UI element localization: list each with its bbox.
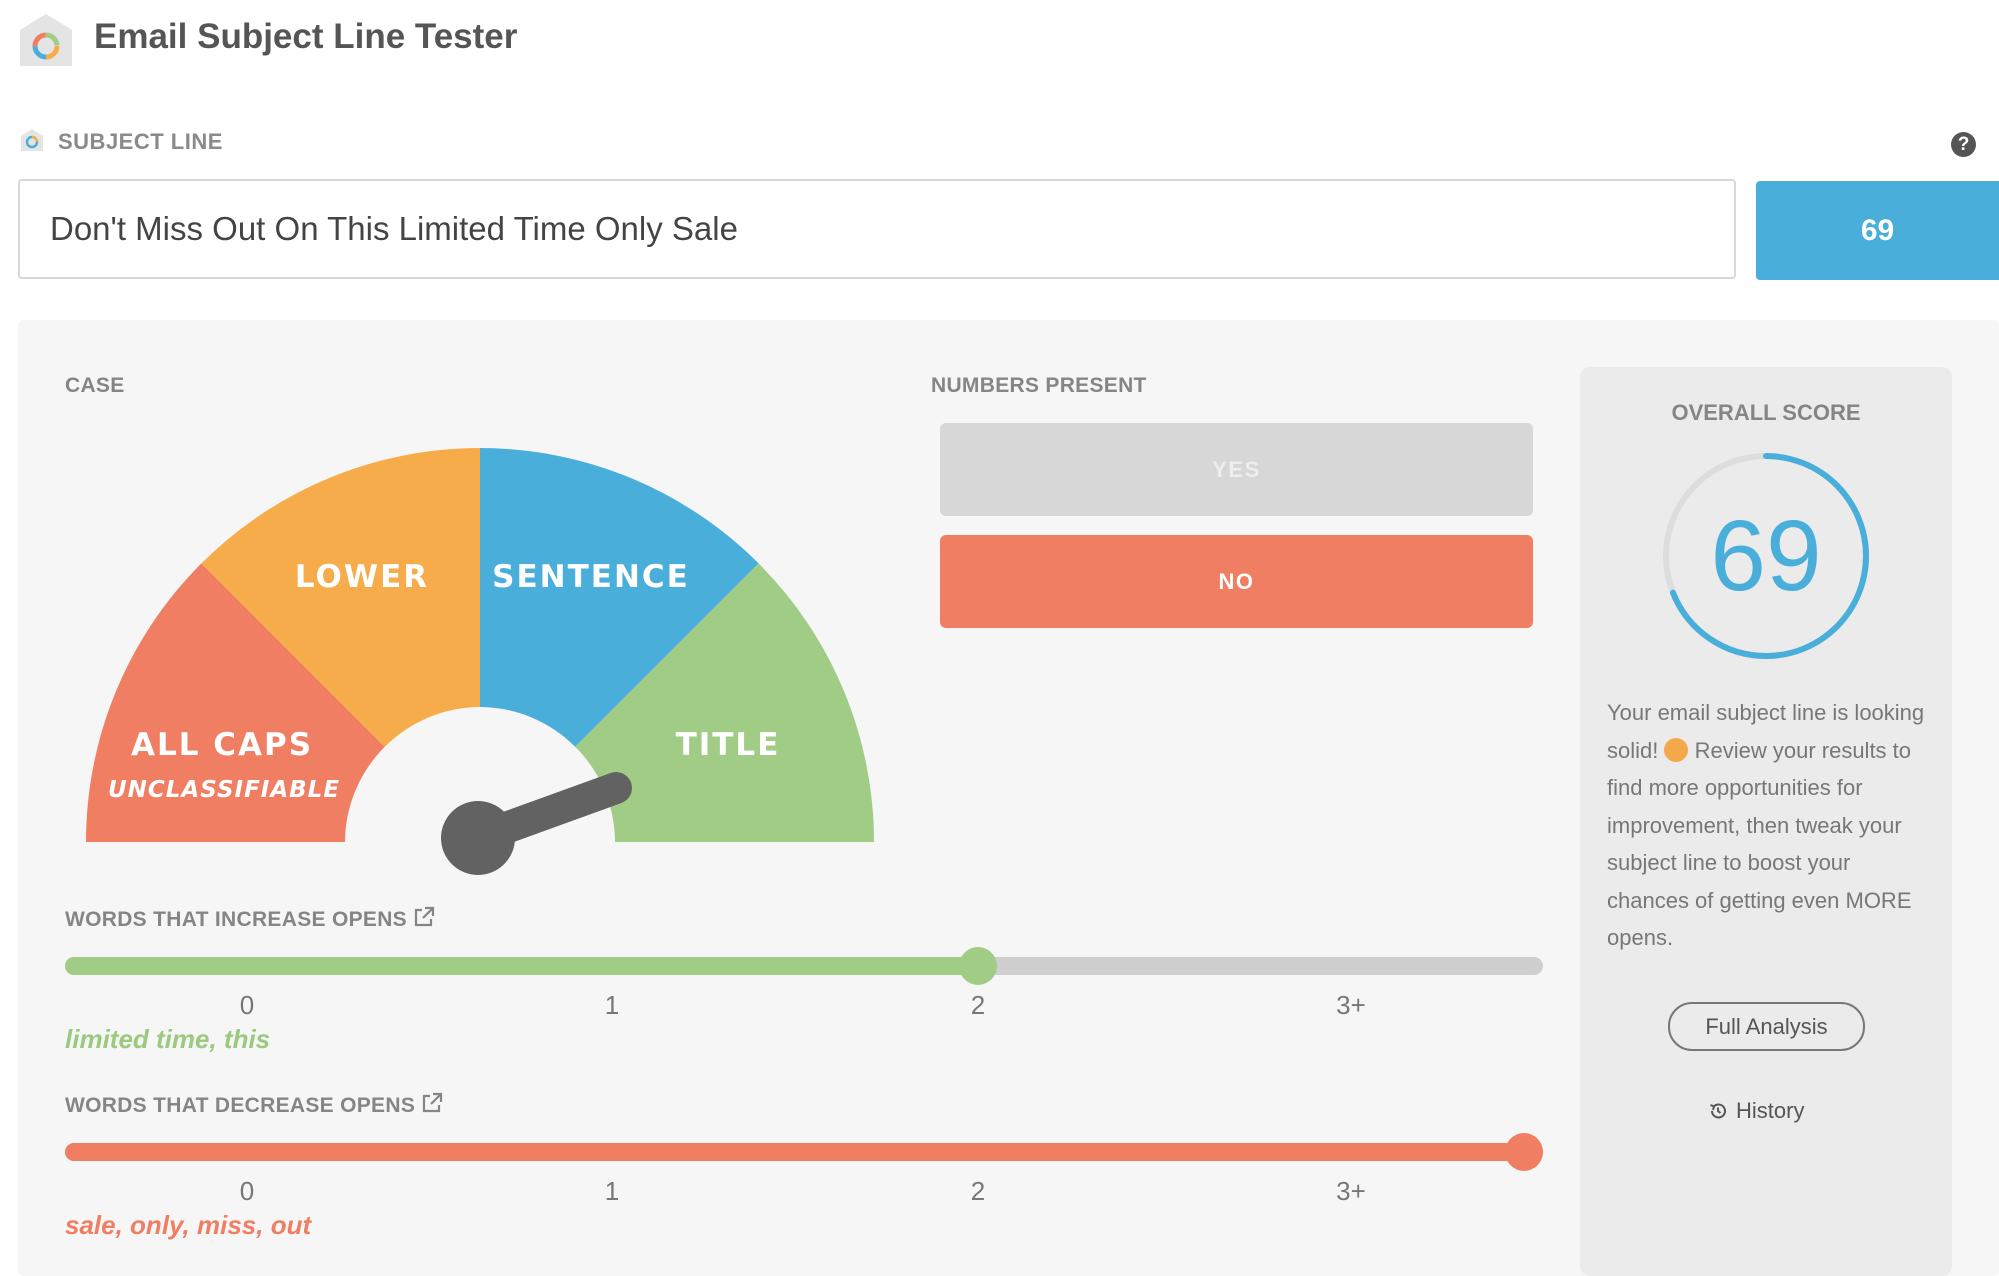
history-label: History <box>1736 1098 1805 1123</box>
increase-opens-label: WORDS THAT INCREASE OPENS <box>65 906 435 932</box>
increase-words: limited time, this <box>65 1024 271 1054</box>
gauge-hub <box>441 801 515 875</box>
smiley-emoji-icon <box>1664 737 1689 762</box>
gauge-segment-lower <box>201 448 480 747</box>
increase-tick-3: 3+ <box>1336 990 1366 1020</box>
score-description-part-2: Review your results to find more opportu… <box>1607 737 1912 951</box>
decrease-tick-1: 1 <box>604 1176 620 1206</box>
increase-tick-2: 2 <box>970 990 986 1020</box>
score-ring <box>1663 453 1869 659</box>
increase-tick-1: 1 <box>604 990 620 1020</box>
gauge-segment-title <box>575 563 874 842</box>
decrease-words: sale, only, miss, out <box>65 1210 312 1240</box>
external-link-icon[interactable] <box>421 1092 443 1114</box>
full-analysis-button[interactable]: Full Analysis <box>1668 1002 1865 1051</box>
gauge-segment-sentence <box>480 448 759 747</box>
gauge-sublabel-unclassifiable: UNCLASSIFIABLE <box>108 777 340 803</box>
case-label: CASE <box>65 374 125 397</box>
numbers-present-label: NUMBERS PRESENT <box>931 374 1147 397</box>
history-icon <box>1710 1103 1726 1119</box>
score-button[interactable]: 69 <box>1756 181 1999 280</box>
increase-opens-text: WORDS THAT INCREASE OPENS <box>65 908 407 931</box>
subject-line-label: SUBJECT LINE <box>58 129 223 154</box>
overall-score-card <box>1580 367 1952 1276</box>
numbers-yes-option: YES <box>940 423 1533 516</box>
gauge-segment-all-caps <box>86 563 385 842</box>
overall-score-value: 69 <box>1710 500 1822 612</box>
subject-line-input[interactable] <box>18 179 1736 279</box>
subject-logo-icon <box>21 129 43 151</box>
external-link-icon[interactable] <box>413 906 435 928</box>
history-link[interactable]: History <box>1708 1098 1804 1124</box>
decrease-opens-label: WORDS THAT DECREASE OPENS <box>65 1092 443 1118</box>
decrease-opens-fill <box>65 1143 1533 1161</box>
decrease-opens-text: WORDS THAT DECREASE OPENS <box>65 1094 416 1117</box>
increase-opens-fill <box>65 957 987 975</box>
overall-score-label: OVERALL SCORE <box>1671 400 1861 425</box>
gauge-label-all-caps: ALL CAPS <box>131 727 313 763</box>
decrease-tick-2: 2 <box>970 1176 986 1206</box>
score-description-part-1: Your email subject line is looking solid… <box>1607 700 1925 763</box>
decrease-opens-thumb <box>1505 1133 1543 1171</box>
help-icon[interactable]: ? <box>1951 132 1976 157</box>
decrease-tick-0: 0 <box>239 1176 255 1206</box>
increase-opens-thumb <box>959 947 997 985</box>
increase-tick-0: 0 <box>239 990 255 1020</box>
gauge-label-sentence: SENTENCE <box>492 559 690 595</box>
page-title: Email Subject Line Tester <box>94 17 518 56</box>
app-logo-icon <box>20 14 72 66</box>
numbers-no-option: NO <box>940 535 1533 628</box>
case-gauge: ALL CAPS UNCLASSIFIABLE LOWER SENTENCE T… <box>86 448 874 875</box>
gauge-label-lower: LOWER <box>295 559 429 595</box>
gauge-label-title: TITLE <box>676 727 781 763</box>
decrease-tick-3: 3+ <box>1336 1176 1366 1206</box>
score-description: Your email subject line is looking solid… <box>1607 694 1932 957</box>
